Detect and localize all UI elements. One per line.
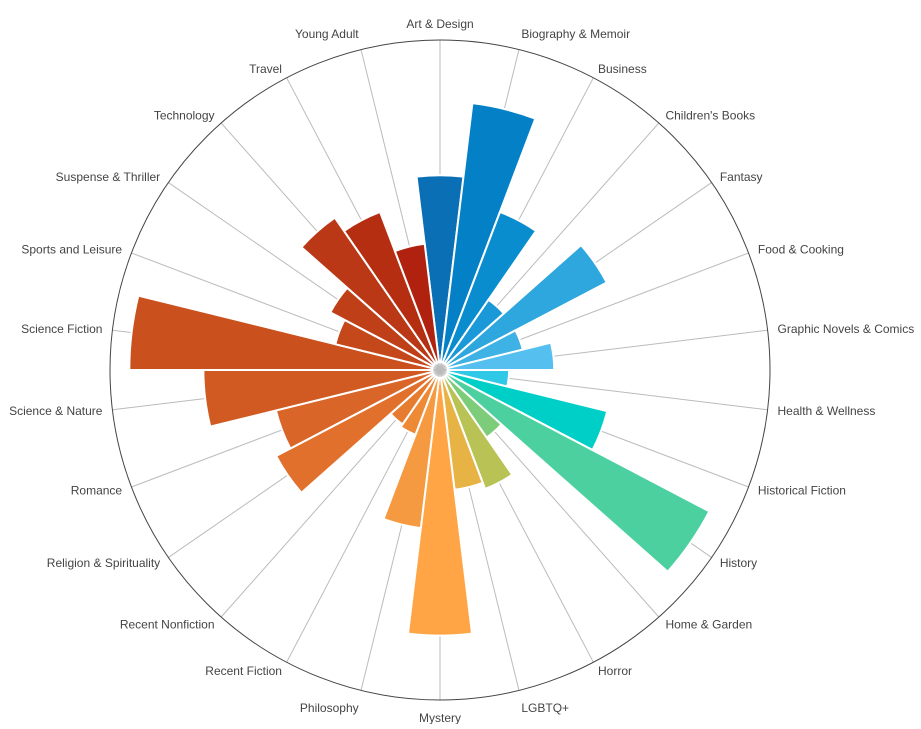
category-label: Romance [71,484,123,498]
bar-science-fiction[interactable] [128,294,434,371]
bar-technology[interactable] [300,216,437,367]
category-label: Sports and Leisure [21,242,122,256]
category-label: Technology [154,109,215,123]
category-label: Horror [598,664,632,678]
category-labels: Art & Design Biography & Memoir Business Ch… [9,17,915,725]
category-label: Biography & Memoir [521,27,630,41]
category-label: Science Fiction [21,322,102,336]
bar-religion-spirituality[interactable] [274,372,436,495]
category-label: Art & Design [406,17,473,31]
bar-horror[interactable] [441,375,514,491]
bar-biography-memoir[interactable] [439,102,537,364]
category-label: Children's Books [665,109,755,123]
category-label: Suspense & Thriller [56,170,161,184]
category-label: LGBTQ+ [521,701,569,715]
category-label: Religion & Spirituality [47,556,160,570]
bar-fantasy[interactable] [444,243,609,368]
bar-philosophy[interactable] [382,376,441,530]
bar-recent-fiction[interactable] [399,375,439,436]
category-label: Fantasy [720,170,763,184]
category-label: Mystery [419,711,461,724]
bar-mystery[interactable] [406,376,474,637]
bars [128,102,711,637]
category-label: Science & Nature [9,404,103,418]
category-label: History [720,556,757,570]
bar-history[interactable] [444,372,711,574]
bar-graphic-novels-comics[interactable] [446,341,556,371]
category-label: Business [598,62,647,76]
category-label: Recent Fiction [205,664,282,678]
category-label: Young Adult [295,27,359,41]
outer-circle [109,39,771,701]
bar-business[interactable] [441,210,538,365]
category-label: Home & Garden [665,617,752,631]
category-label: Travel [249,62,282,76]
category-label: Health & Wellness [778,404,876,418]
category-label: Recent Nonfiction [120,617,215,631]
bar-young-adult[interactable] [393,242,441,364]
category-label: Graphic Novels & Comics [778,322,915,336]
category-label: Philosophy [300,701,359,715]
bar-travel[interactable] [342,210,439,365]
category-label: Food & Cooking [758,242,844,256]
category-label: Historical Fiction [758,484,846,498]
